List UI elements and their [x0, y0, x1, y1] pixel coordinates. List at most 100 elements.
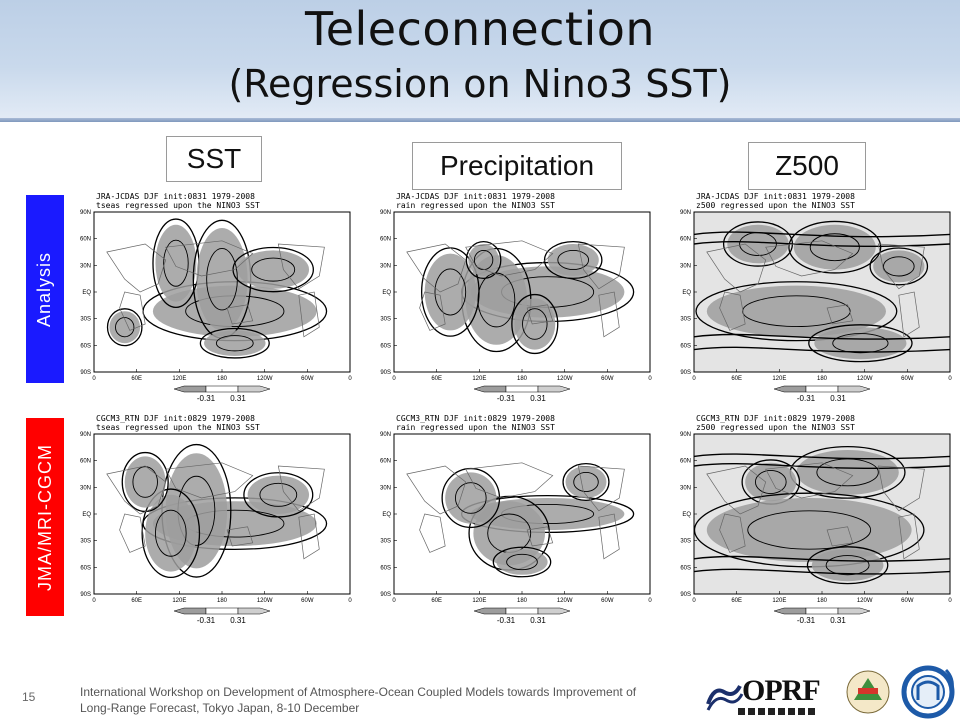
lat-tick-label: 90N	[680, 210, 691, 216]
footer-citation: International Workshop on Development of…	[80, 684, 720, 716]
lon-tick-label: 120W	[557, 376, 573, 382]
lat-tick-label: 30N	[680, 263, 691, 269]
logo-strip: OPRF	[704, 660, 960, 720]
lat-tick-label: 30S	[80, 317, 91, 323]
lon-tick-label: 60W	[901, 376, 914, 382]
colorbar: -0.31 0.31	[173, 385, 271, 402]
lon-tick-label: 0	[692, 598, 696, 604]
oprf-wave-logo-icon	[706, 685, 744, 711]
colorbar: -0.31 0.31	[773, 385, 871, 402]
lat-tick-label: 30N	[80, 263, 91, 269]
lat-tick-label: EQ	[682, 290, 691, 296]
lon-tick-label: 120E	[172, 376, 186, 382]
colorbar-high-label: 0.31	[530, 616, 546, 624]
map-panel-analysis-sst: JRA-JCDAS DJF init:0831 1979-2008 tseas r…	[72, 190, 356, 402]
lat-tick-label: EQ	[682, 512, 691, 518]
map-header-line-2: rain regressed upon the NINO3 SST	[396, 423, 555, 432]
lon-tick-label: 0	[392, 376, 396, 382]
map-header-line-2: tseas regressed upon the NINO3 SST	[96, 423, 260, 432]
map-panel-analysis-z500: JRA-JCDAS DJF init:0831 1979-2008 z500 re…	[672, 190, 956, 402]
lon-tick-label: 60E	[731, 598, 742, 604]
lon-tick-label: 0	[948, 376, 952, 382]
colorbar-high-label: 0.31	[830, 394, 846, 402]
map-header-line-2: tseas regressed upon the NINO3 SST	[96, 201, 260, 210]
lat-tick-label: 30S	[680, 539, 691, 545]
lat-tick-label: EQ	[382, 290, 391, 296]
map-panel-model-z500: CGCM3_RTN DJF init:0829 1979-2008 z500 re…	[672, 412, 956, 624]
colorbar-high-label: 0.31	[230, 616, 246, 624]
map-header-line-1: CGCM3_RTN DJF init:0829 1979-2008	[396, 414, 555, 423]
lat-tick-label: EQ	[382, 512, 391, 518]
lat-tick-label: 90N	[680, 432, 691, 438]
lon-tick-label: 0	[348, 376, 352, 382]
lat-tick-label: 90S	[80, 370, 91, 376]
lon-tick-label: 120E	[772, 598, 786, 604]
lon-tick-label: 120E	[472, 598, 486, 604]
lat-tick-label: 90N	[80, 210, 91, 216]
colorbar-high-label: 0.31	[530, 394, 546, 402]
lon-tick-label: 180	[817, 598, 828, 604]
lon-tick-label: 120E	[172, 598, 186, 604]
lon-tick-label: 180	[517, 598, 528, 604]
lat-tick-label: 90N	[380, 210, 391, 216]
lat-tick-label: 60N	[80, 459, 91, 465]
lat-tick-label: 60S	[680, 565, 691, 571]
page-number: 15	[22, 690, 36, 704]
lon-tick-label: 0	[392, 598, 396, 604]
lat-tick-label: 60N	[380, 459, 391, 465]
oprf-logo-text: OPRF	[742, 674, 821, 707]
row-label-jma-mri-cgcm: JMA/MRI-CGCM	[26, 418, 64, 616]
lon-tick-label: 0	[948, 598, 952, 604]
map-panel-analysis-precip: JRA-JCDAS DJF init:0831 1979-2008 rain re…	[372, 190, 656, 402]
oprf-japanese-name-icon	[738, 708, 818, 715]
map-header-line-1: JRA-JCDAS DJF init:0831 1979-2008	[696, 192, 855, 201]
lon-tick-label: 120W	[257, 376, 273, 382]
lat-tick-label: 60S	[80, 343, 91, 349]
colorbar-low-label: -0.31	[497, 394, 516, 402]
lat-tick-label: 60S	[680, 343, 691, 349]
map-header-line-2: z500 regressed upon the NINO3 SST	[696, 423, 855, 432]
lon-tick-label: 0	[692, 376, 696, 382]
column-label-sst: SST	[166, 136, 262, 182]
lon-tick-label: 180	[217, 598, 228, 604]
colorbar: -0.31 0.31	[173, 607, 271, 624]
map-header-line-1: JRA-JCDAS DJF init:0831 1979-2008	[96, 192, 255, 201]
colorbar: -0.31 0.31	[473, 385, 571, 402]
lon-tick-label: 60W	[601, 598, 614, 604]
lon-tick-label: 120W	[857, 376, 873, 382]
lon-tick-label: 0	[92, 598, 96, 604]
lat-tick-label: 90S	[380, 592, 391, 598]
meteorological-institute-emblem-icon	[846, 670, 890, 714]
lat-tick-label: 30N	[380, 263, 391, 269]
lon-tick-label: 0	[648, 598, 652, 604]
lon-tick-label: 60E	[131, 376, 142, 382]
map-panel-model-precip: CGCM3_RTN DJF init:0829 1979-2008 rain re…	[372, 412, 656, 624]
map-header-line-1: CGCM3_RTN DJF init:0829 1979-2008	[696, 414, 855, 423]
lat-tick-label: 90S	[380, 370, 391, 376]
lon-tick-label: 180	[217, 376, 228, 382]
lon-tick-label: 120W	[257, 598, 273, 604]
lon-tick-label: 60W	[301, 598, 314, 604]
lon-tick-label: 60E	[731, 376, 742, 382]
title-banner	[0, 0, 960, 122]
lat-tick-label: 90N	[80, 432, 91, 438]
lat-tick-label: 30S	[680, 317, 691, 323]
lon-tick-label: 60E	[431, 376, 442, 382]
lat-tick-label: EQ	[82, 290, 91, 296]
row-label-analysis: Analysis	[26, 195, 64, 383]
lon-tick-label: 60W	[301, 376, 314, 382]
lat-tick-label: 60S	[380, 343, 391, 349]
slide-title: Teleconnection	[304, 2, 656, 56]
lat-tick-label: 30S	[380, 317, 391, 323]
lat-tick-label: 30N	[680, 485, 691, 491]
colorbar-high-label: 0.31	[830, 616, 846, 624]
lon-tick-label: 60E	[131, 598, 142, 604]
lat-tick-label: EQ	[82, 512, 91, 518]
lon-tick-label: 0	[648, 376, 652, 382]
lat-tick-label: 30N	[80, 485, 91, 491]
lat-tick-label: 60S	[80, 565, 91, 571]
colorbar-low-label: -0.31	[497, 616, 516, 624]
